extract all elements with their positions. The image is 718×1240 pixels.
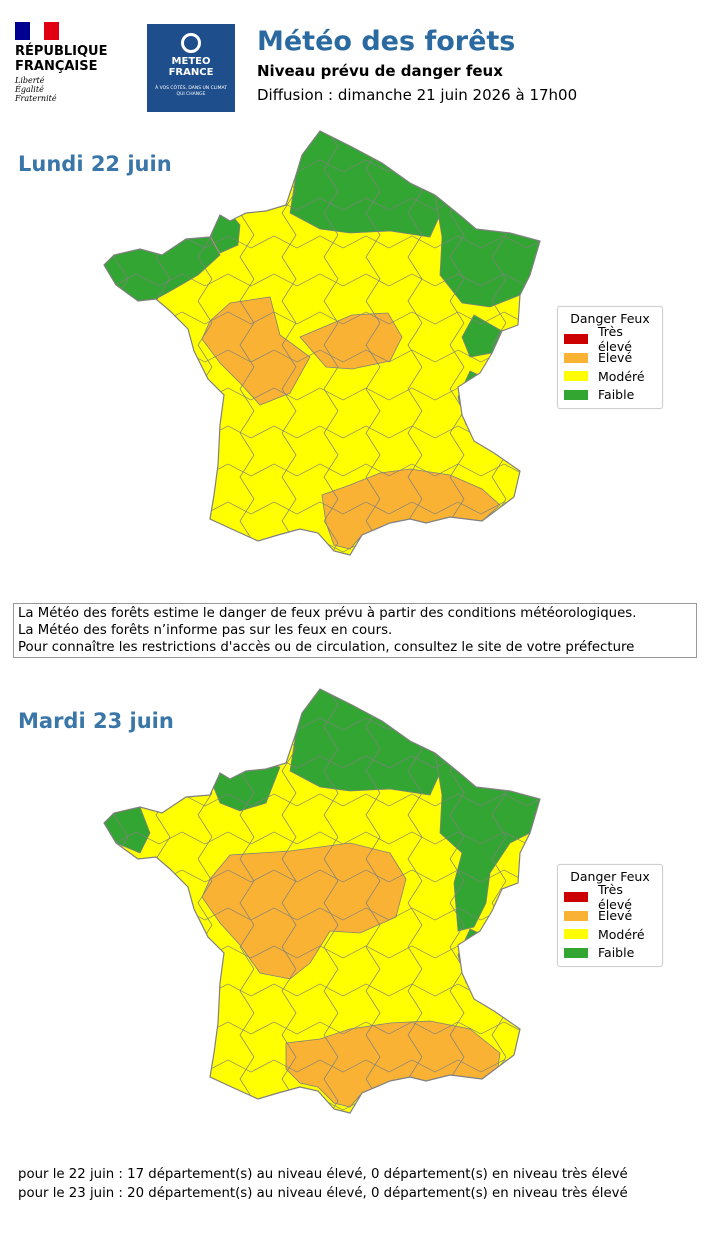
swatch-modere [564, 371, 588, 382]
meteo-france-name-2: FRANCE [168, 67, 214, 78]
meteo-france-symbol-icon [181, 33, 201, 53]
day-2-title: Mardi 23 juin [18, 709, 174, 733]
swatch-eleve [564, 352, 588, 363]
map-legend-day-1: Danger Feux Très élevé Elevé Modéré Faib… [557, 306, 663, 409]
legend-item-tres-eleve: Très élevé [564, 324, 656, 354]
france-outline [103, 130, 541, 556]
fire-danger-map-day-1 [103, 130, 550, 588]
swatch-tres-eleve [564, 892, 588, 903]
republique-francaise-logo: RÉPUBLIQUE FRANÇAISE Liberté Égalité Fra… [15, 22, 125, 117]
republique-name: RÉPUBLIQUE FRANÇAISE [15, 44, 108, 74]
danger-zone-faible [289, 689, 441, 796]
legend-item-eleve: Elevé [564, 907, 656, 926]
legend-label: Très élevé [598, 324, 632, 355]
diffusion-date: Diffusion : dimanche 21 juin 2026 à 17h0… [257, 86, 578, 104]
legend-title: Danger Feux [570, 869, 650, 884]
swatch-tres-eleve [564, 334, 588, 345]
map-legend-day-2: Danger Feux Très élevé Elevé Modéré Faib… [557, 864, 663, 967]
summary-line-day-2: pour le 23 juin : 20 département(s) au n… [18, 1186, 628, 1201]
legend-item-modere: Modéré [564, 925, 656, 944]
disclaimer-line: Pour connaître les restrictions d'accès … [18, 640, 635, 655]
danger-zone-eleve [201, 842, 407, 980]
meteo-france-name-1: METEO [171, 56, 211, 67]
legend-item-faible: Faible [564, 944, 656, 963]
legend-item-tres-eleve: Très élevé [564, 882, 656, 912]
fire-danger-map-day-2 [103, 688, 550, 1146]
disclaimer-box: La Météo des forêts estime le danger de … [13, 603, 697, 658]
danger-zone-eleve [201, 296, 311, 406]
swatch-eleve [564, 910, 588, 921]
danger-zone-faible [289, 131, 441, 238]
legend-label: Faible [598, 387, 635, 403]
danger-zone-eleve [299, 312, 403, 370]
page-subtitle: Niveau prévu de danger feux [257, 62, 503, 80]
swatch-faible [564, 389, 588, 400]
legend-item-eleve: Elevé [564, 349, 656, 368]
french-flag-icon [15, 22, 59, 40]
swatch-faible [564, 947, 588, 958]
day-1-title: Lundi 22 juin [18, 152, 172, 176]
page-title: Météo des forêts [257, 26, 516, 57]
france-outline [103, 688, 541, 1114]
legend-item-modere: Modéré [564, 367, 656, 386]
meteo-france-logo: METEO FRANCE À VOS CÔTÉS, DANS UN CLIMAT… [147, 24, 235, 112]
legend-item-faible: Faible [564, 386, 656, 405]
legend-title: Danger Feux [570, 311, 650, 326]
disclaimer-line: La Météo des forêts estime le danger de … [18, 606, 637, 621]
summary-line-day-1: pour le 22 juin : 17 département(s) au n… [18, 1167, 628, 1182]
disclaimer-line: La Météo des forêts n’informe pas sur le… [18, 623, 393, 638]
republique-motto: Liberté Égalité Fraternité [15, 76, 57, 103]
danger-zone-faible [461, 314, 503, 358]
legend-label: Elevé [598, 350, 633, 366]
legend-label: Modéré [598, 368, 645, 384]
legend-label: Elevé [598, 908, 633, 924]
meteo-france-tagline: À VOS CÔTÉS, DANS UN CLIMAT QUI CHANGE [155, 86, 227, 97]
legend-label: Très élevé [598, 882, 632, 913]
swatch-modere [564, 929, 588, 940]
legend-label: Modéré [598, 926, 645, 942]
legend-label: Faible [598, 945, 635, 961]
